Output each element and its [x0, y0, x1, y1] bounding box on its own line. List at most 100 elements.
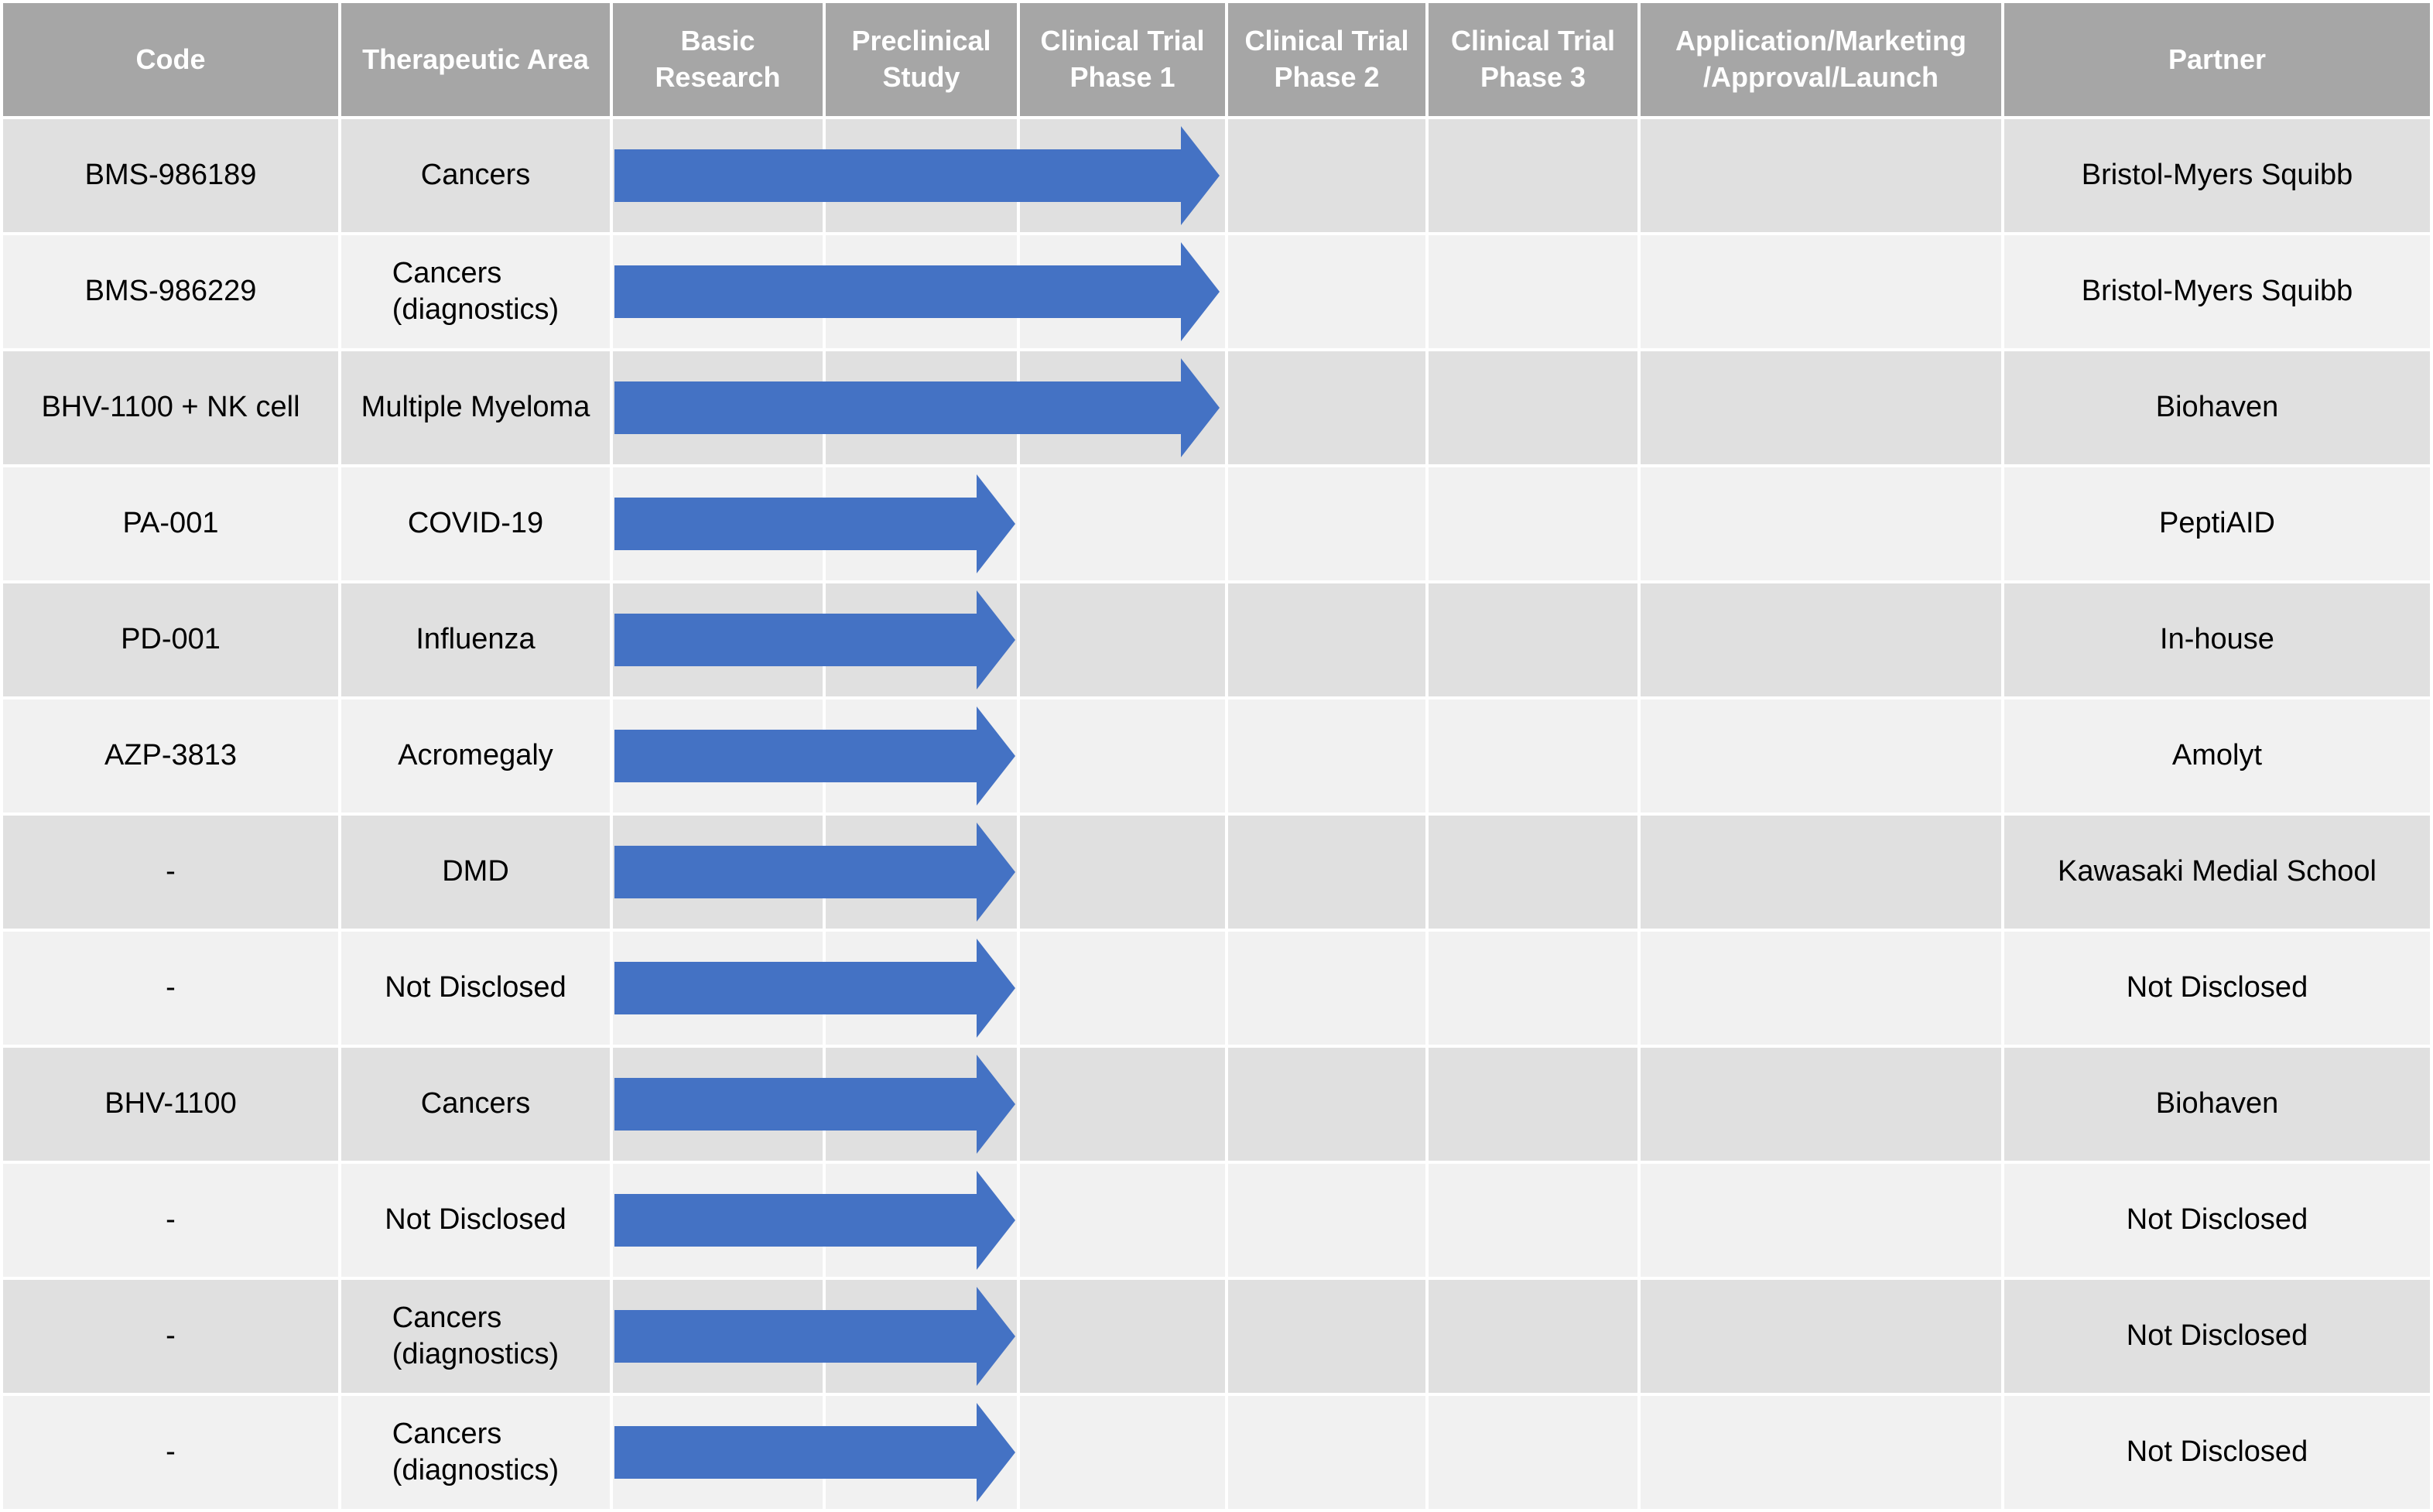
- stage-cell-clinical-trial-phase-1: [1020, 235, 1225, 348]
- code-cell: -: [3, 816, 338, 929]
- therapeutic-area-text: Cancers (diagnostics): [392, 256, 559, 327]
- stage-cell-basic-research: [613, 119, 823, 232]
- therapeutic-area-text: COVID-19: [407, 507, 544, 540]
- stage-cell-clinical-trial-phase-3: [1429, 700, 1637, 812]
- stage-cell-clinical-trial-phase-1: [1020, 1280, 1225, 1393]
- partner-text: PeptiAID: [2159, 507, 2275, 540]
- stage-cell-clinical-trial-phase-1: [1020, 119, 1225, 232]
- partner-text: Biohaven: [2155, 391, 2279, 424]
- column-header-label: Clinical Trial Phase 3: [1450, 25, 1616, 93]
- code-text: -: [166, 1319, 176, 1353]
- stage-cell-basic-research: [613, 1048, 823, 1161]
- therapeutic-area-text: Cancers (diagnostics): [392, 1301, 559, 1371]
- partner-cell: Not Disclosed: [2004, 1164, 2430, 1277]
- stage-cell-basic-research: [613, 816, 823, 929]
- therapeutic-area-text: Cancers (diagnostics): [392, 1417, 559, 1487]
- therapeutic-area-cell: Cancers (diagnostics): [341, 1396, 610, 1509]
- code-cell: PD-001: [3, 583, 338, 696]
- stage-cell-application-marketing-approval-launch: [1641, 700, 2001, 812]
- code-cell: -: [3, 932, 338, 1045]
- stage-cell-application-marketing-approval-launch: [1641, 932, 2001, 1045]
- code-text: BMS-986229: [84, 275, 257, 308]
- code-text: AZP-3813: [104, 739, 238, 772]
- stage-cell-clinical-trial-phase-2: [1228, 583, 1425, 696]
- stage-cell-application-marketing-approval-launch: [1641, 1048, 2001, 1161]
- column-header-preclinical-study: Preclinical Study: [826, 3, 1017, 116]
- column-header-label: Therapeutic Area: [362, 43, 589, 75]
- code-cell: BHV-1100 + NK cell: [3, 351, 338, 464]
- stage-cell-preclinical-study: [826, 119, 1017, 232]
- partner-cell: In-house: [2004, 583, 2430, 696]
- code-cell: -: [3, 1396, 338, 1509]
- code-text: PA-001: [122, 507, 219, 540]
- code-text: -: [166, 855, 176, 888]
- stage-cell-preclinical-study: [826, 235, 1017, 348]
- stage-cell-clinical-trial-phase-1: [1020, 1164, 1225, 1277]
- code-cell: BMS-986189: [3, 119, 338, 232]
- stage-cell-preclinical-study: [826, 351, 1017, 464]
- stage-cell-application-marketing-approval-launch: [1641, 583, 2001, 696]
- therapeutic-area-text: Cancers: [420, 159, 531, 192]
- stage-cell-clinical-trial-phase-3: [1429, 467, 1637, 580]
- stage-cell-basic-research: [613, 700, 823, 812]
- partner-cell: Bristol-Myers Squibb: [2004, 235, 2430, 348]
- code-cell: -: [3, 1164, 338, 1277]
- stage-cell-basic-research: [613, 1280, 823, 1393]
- stage-cell-preclinical-study: [826, 1280, 1017, 1393]
- stage-cell-application-marketing-approval-launch: [1641, 467, 2001, 580]
- therapeutic-area-text: Not Disclosed: [385, 971, 566, 1004]
- therapeutic-area-cell: Acromegaly: [341, 700, 610, 812]
- stage-cell-clinical-trial-phase-2: [1228, 700, 1425, 812]
- column-header-clinical-trial-phase-2: Clinical Trial Phase 2: [1228, 3, 1425, 116]
- code-cell: BMS-986229: [3, 235, 338, 348]
- code-text: BHV-1100: [104, 1087, 237, 1120]
- stage-cell-basic-research: [613, 932, 823, 1045]
- stage-cell-clinical-trial-phase-1: [1020, 932, 1225, 1045]
- therapeutic-area-cell: Not Disclosed: [341, 932, 610, 1045]
- partner-cell: Biohaven: [2004, 1048, 2430, 1161]
- stage-cell-clinical-trial-phase-2: [1228, 119, 1425, 232]
- partner-cell: Not Disclosed: [2004, 1396, 2430, 1509]
- stage-cell-clinical-trial-phase-2: [1228, 235, 1425, 348]
- stage-cell-preclinical-study: [826, 583, 1017, 696]
- column-header-basic-research: Basic Research: [613, 3, 823, 116]
- stage-cell-basic-research: [613, 1164, 823, 1277]
- stage-cell-clinical-trial-phase-3: [1429, 1396, 1637, 1509]
- therapeutic-area-cell: Multiple Myeloma: [341, 351, 610, 464]
- code-text: -: [166, 971, 176, 1004]
- stage-cell-clinical-trial-phase-2: [1228, 1396, 1425, 1509]
- partner-cell: Not Disclosed: [2004, 1280, 2430, 1393]
- stage-cell-clinical-trial-phase-1: [1020, 467, 1225, 580]
- stage-cell-clinical-trial-phase-1: [1020, 1396, 1225, 1509]
- stage-cell-clinical-trial-phase-3: [1429, 583, 1637, 696]
- stage-cell-application-marketing-approval-launch: [1641, 1396, 2001, 1509]
- partner-cell: Not Disclosed: [2004, 932, 2430, 1045]
- stage-cell-preclinical-study: [826, 467, 1017, 580]
- stage-cell-preclinical-study: [826, 1396, 1017, 1509]
- stage-cell-clinical-trial-phase-3: [1429, 1164, 1637, 1277]
- column-header-label: Application/Marketing /Approval/Launch: [1675, 25, 1967, 93]
- therapeutic-area-cell: Influenza: [341, 583, 610, 696]
- therapeutic-area-text: DMD: [442, 855, 509, 888]
- column-header-label: Preclinical Study: [851, 25, 991, 93]
- column-header-label: Code: [135, 43, 206, 75]
- stage-cell-preclinical-study: [826, 1164, 1017, 1277]
- partner-text: Not Disclosed: [2126, 1319, 2308, 1353]
- stage-cell-clinical-trial-phase-2: [1228, 1048, 1425, 1161]
- code-cell: PA-001: [3, 467, 338, 580]
- partner-text: Kawasaki Medial School: [2058, 855, 2377, 888]
- partner-cell: PeptiAID: [2004, 467, 2430, 580]
- stage-cell-preclinical-study: [826, 1048, 1017, 1161]
- column-header-application-marketing-approval-launch: Application/Marketing /Approval/Launch: [1641, 3, 2001, 116]
- therapeutic-area-text: Multiple Myeloma: [361, 391, 590, 424]
- code-text: -: [166, 1435, 176, 1469]
- partner-text: Biohaven: [2155, 1087, 2279, 1120]
- column-header-clinical-trial-phase-3: Clinical Trial Phase 3: [1429, 3, 1637, 116]
- therapeutic-area-text: Not Disclosed: [385, 1203, 566, 1237]
- partner-cell: Bristol-Myers Squibb: [2004, 119, 2430, 232]
- stage-cell-basic-research: [613, 1396, 823, 1509]
- stage-cell-clinical-trial-phase-2: [1228, 1280, 1425, 1393]
- therapeutic-area-cell: Cancers (diagnostics): [341, 235, 610, 348]
- stage-cell-clinical-trial-phase-3: [1429, 119, 1637, 232]
